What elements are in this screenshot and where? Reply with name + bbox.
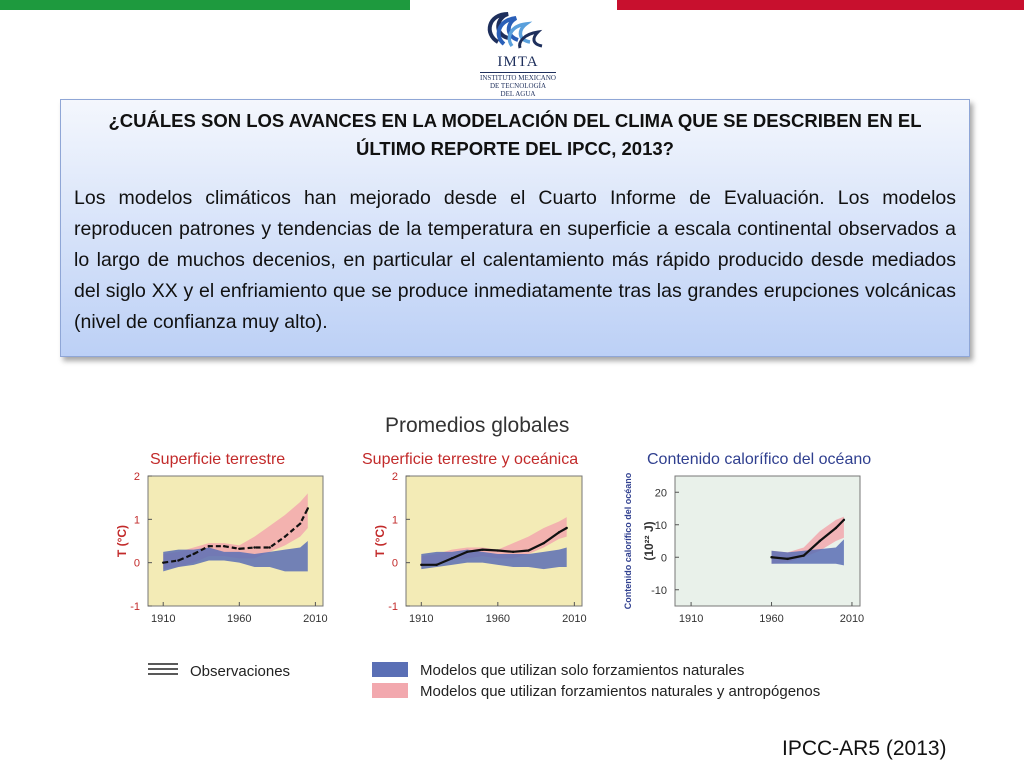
y-axis-label: T (°C) bbox=[373, 525, 387, 557]
observation-point bbox=[481, 548, 484, 551]
flag-stripe-green bbox=[0, 0, 410, 10]
observation-point bbox=[420, 563, 423, 567]
y-tick-label: -10 bbox=[651, 585, 667, 597]
x-tick-label: 1960 bbox=[759, 613, 783, 625]
observation-point bbox=[450, 557, 454, 560]
observation-point bbox=[162, 561, 165, 564]
observation-point bbox=[207, 545, 211, 548]
legend-anthropogenic-swatch bbox=[372, 683, 408, 698]
y-tick-label: 1 bbox=[134, 514, 140, 526]
x-tick-label: 2010 bbox=[562, 613, 586, 625]
y-axis-sublabel: Contenido calorífico del océano bbox=[623, 472, 633, 609]
observation-point bbox=[435, 563, 438, 567]
observation-point bbox=[466, 550, 469, 554]
y-tick-label: -1 bbox=[388, 601, 398, 613]
chart-panel-1: Superficie terrestre -1 0 1 2 1910 1960 2010 T (… bbox=[115, 451, 328, 625]
observation-point bbox=[253, 546, 256, 549]
observation-point bbox=[542, 541, 545, 545]
observation-point bbox=[834, 526, 838, 530]
logo-name: IMTA bbox=[497, 54, 539, 70]
anthropogenic-band bbox=[771, 516, 844, 564]
y-axis-label: (10²² J) bbox=[642, 521, 656, 560]
y-tick-label: 10 bbox=[655, 520, 667, 532]
y-tick-label: 0 bbox=[392, 558, 398, 570]
observation-point bbox=[786, 557, 789, 561]
observation-point bbox=[222, 545, 226, 548]
chart-title: Superficie terrestre bbox=[150, 451, 285, 468]
legend: Observaciones Modelos que utilizan solo … bbox=[148, 662, 820, 700]
observation-point bbox=[192, 552, 195, 556]
observations-line bbox=[163, 508, 309, 564]
imta-logo: IMTA INSTITUTO MEXICANO DE TECNOLOGÍA DE… bbox=[468, 8, 568, 104]
legend-anthropogenic-label: Modelos que utilizan forzamientos natura… bbox=[420, 683, 820, 700]
y-tick-label: 0 bbox=[661, 552, 667, 564]
logo-divider bbox=[480, 72, 556, 73]
logo-subtitle-line: DEL AGUA bbox=[500, 90, 536, 98]
plot-area bbox=[405, 475, 583, 607]
observation-point bbox=[177, 559, 180, 562]
y-axis-label: T (°C) bbox=[115, 525, 129, 557]
observation-point bbox=[283, 535, 287, 538]
observation-point bbox=[306, 507, 309, 510]
observation-point bbox=[770, 556, 773, 559]
observations-line bbox=[771, 519, 845, 560]
x-tick-label: 1910 bbox=[151, 613, 175, 625]
chart-panel-2: Superficie terrestre y oceánica -1 0 1 2 1910… bbox=[362, 451, 587, 625]
chart-title: Contenido calorífico del océano bbox=[647, 451, 871, 468]
natural-band bbox=[163, 541, 308, 572]
observation-point bbox=[238, 547, 241, 550]
question-heading: ¿CUÁLES SON LOS AVANCES EN LA MODELACIÓN… bbox=[108, 110, 922, 159]
x-tick-label: 1960 bbox=[227, 613, 251, 625]
y-tick-label: -1 bbox=[130, 601, 140, 613]
observation-point bbox=[565, 526, 568, 530]
y-tick-label: 2 bbox=[134, 471, 140, 483]
plot-area bbox=[147, 475, 324, 607]
observation-point bbox=[802, 554, 805, 557]
legend-natural-label: Modelos que utilizan solo forzamientos n… bbox=[420, 662, 744, 679]
global-averages-figure: Promedios globales Superficie terrestre -… bbox=[110, 398, 910, 716]
answer-paragraph: Los modelos climáticos han mejorado desd… bbox=[74, 187, 956, 333]
logo-subtitle-line: DE TECNOLOGÍA bbox=[489, 82, 547, 90]
observation-point bbox=[557, 531, 561, 534]
observation-point bbox=[842, 518, 846, 522]
chart-panel-3: Contenido calorífico del océano-10010201… bbox=[623, 451, 871, 625]
logo-subtitle: INSTITUTO MEXICANO DE TECNOLOGÍA DEL AGU… bbox=[468, 74, 568, 98]
x-tick-label: 1910 bbox=[409, 613, 433, 625]
flag-stripe-red bbox=[617, 0, 1024, 10]
natural-band bbox=[421, 547, 567, 570]
legend-observations-label: Observaciones bbox=[190, 663, 290, 680]
question-box: ¿CUÁLES SON LOS AVANCES EN LA MODELACIÓN… bbox=[60, 99, 970, 357]
imta-swirl-icon bbox=[487, 12, 543, 49]
y-tick-label: 0 bbox=[134, 558, 140, 570]
y-tick-label: 2 bbox=[392, 471, 398, 483]
citation: IPCC-AR5 (2013) bbox=[782, 737, 947, 760]
observation-point bbox=[496, 549, 500, 552]
observation-point bbox=[527, 549, 530, 552]
chart-title: Superficie terrestre y oceánica bbox=[362, 451, 578, 468]
y-tick-label: 20 bbox=[655, 487, 667, 499]
observation-point bbox=[268, 546, 271, 549]
logo-subtitle-line: INSTITUTO MEXICANO bbox=[480, 74, 556, 82]
x-tick-label: 1960 bbox=[486, 613, 510, 625]
flag-stripe-white bbox=[410, 0, 617, 10]
figure-title: Promedios globales bbox=[385, 414, 569, 437]
x-tick-label: 2010 bbox=[840, 613, 864, 625]
observation-point bbox=[511, 550, 515, 554]
x-tick-label: 2010 bbox=[303, 613, 327, 625]
x-tick-label: 1910 bbox=[679, 613, 703, 625]
legend-natural-swatch bbox=[372, 662, 408, 677]
observation-point bbox=[298, 522, 302, 525]
y-tick-label: 1 bbox=[392, 514, 398, 526]
observation-point bbox=[818, 539, 821, 543]
